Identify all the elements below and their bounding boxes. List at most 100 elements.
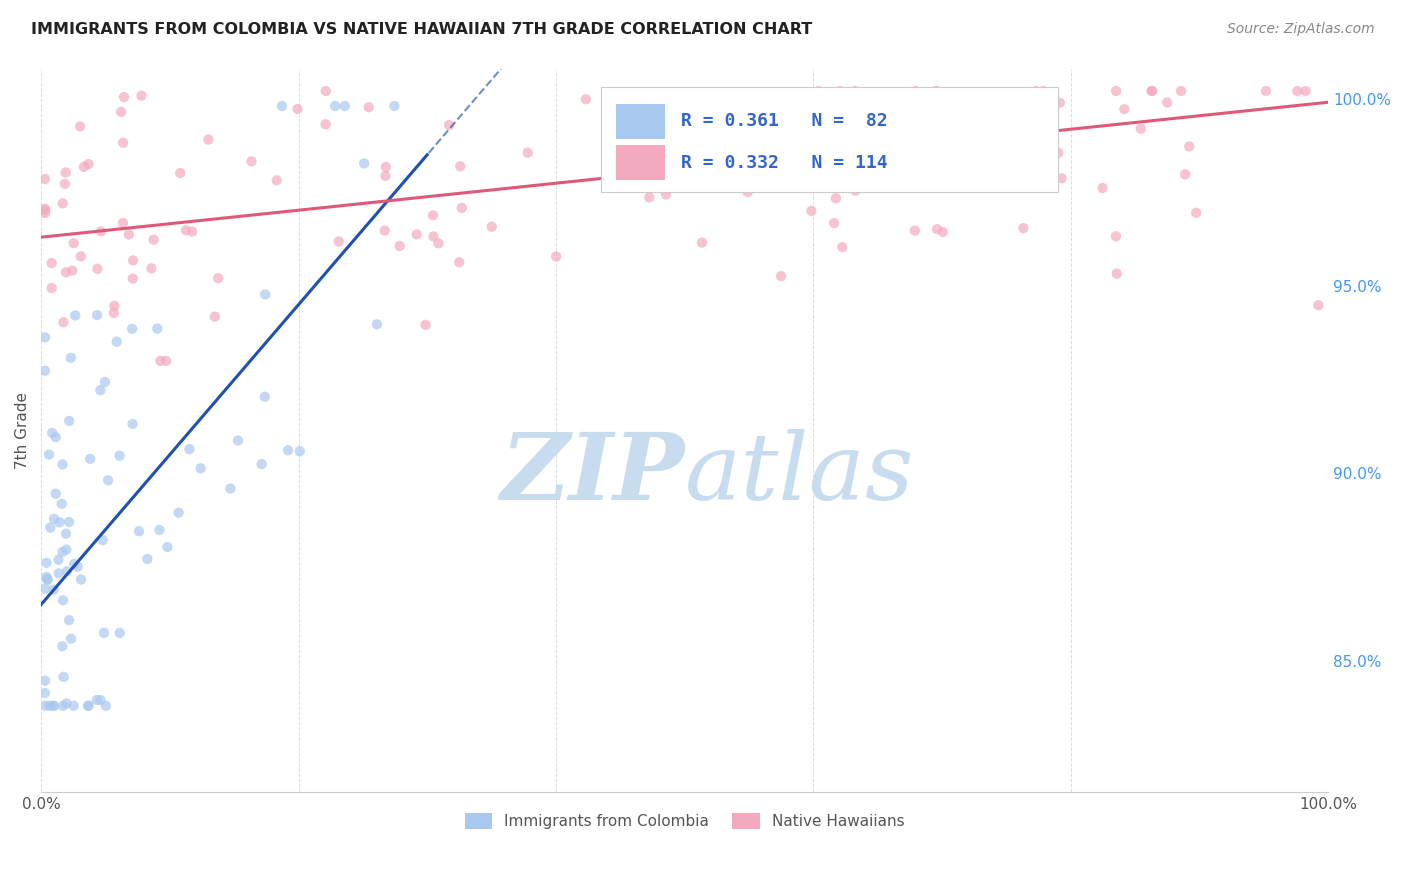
Point [108,626,131,640]
Point [55,697,77,711]
Point [60,263,83,277]
Point [1049,95,1071,110]
Point [136,552,159,566]
Point [66,559,89,574]
Point [1114,102,1136,116]
Point [449,159,471,173]
Point [845,184,868,198]
Point [1308,298,1330,312]
Point [34,206,56,220]
Point [197,133,219,147]
Point [932,225,955,239]
Point [34,203,56,218]
Point [266,173,288,187]
Point [121,322,143,336]
Text: Source: ZipAtlas.com: Source: ZipAtlas.com [1227,22,1375,37]
Point [112,136,135,150]
Point [333,99,356,113]
Text: R = 0.361   N =  82: R = 0.361 N = 82 [681,112,887,130]
Point [1174,167,1197,181]
Point [94,375,117,389]
Point [45,487,67,501]
Point [121,271,143,285]
Point [103,306,125,320]
Point [925,84,948,98]
Point [35,556,58,570]
Point [56,564,79,578]
Point [422,229,444,244]
Point [240,154,263,169]
Point [39,520,62,534]
Point [925,84,948,98]
Point [156,540,179,554]
Point [155,354,177,368]
Point [131,88,153,103]
Point [86,693,108,707]
Point [655,187,678,202]
Point [1170,84,1192,98]
Point [1047,145,1070,160]
Point [374,160,396,174]
Point [148,523,170,537]
Point [53,177,76,191]
Point [52,593,75,607]
Point [149,354,172,368]
Point [422,208,444,222]
Point [449,255,471,269]
Point [1140,84,1163,98]
Point [624,180,647,194]
FancyBboxPatch shape [600,87,1057,192]
Point [58,414,80,428]
Point [69,249,91,263]
Point [112,90,135,104]
Point [437,118,460,132]
Point [737,185,759,199]
Point [1156,95,1178,110]
Point [62,236,84,251]
Point [55,265,77,279]
Point [69,120,91,134]
Point [42,512,65,526]
Point [315,117,337,131]
Point [108,449,131,463]
Point [70,573,93,587]
Point [794,126,817,140]
Point [1032,84,1054,98]
Point [52,315,75,329]
Point [34,364,56,378]
Point [146,321,169,335]
Point [51,545,73,559]
Point [34,698,56,713]
Point [103,299,125,313]
Point [357,100,380,114]
Text: R = 0.332   N = 114: R = 0.332 N = 114 [681,153,887,171]
Point [1105,229,1128,244]
Point [51,458,73,472]
Point [41,281,63,295]
Point [190,461,212,475]
Point [323,99,346,113]
Point [118,227,141,242]
Point [253,390,276,404]
Point [141,261,163,276]
Point [353,156,375,170]
Point [94,698,117,713]
FancyBboxPatch shape [616,145,665,180]
Point [927,222,949,236]
Point [110,104,132,119]
Point [844,84,866,98]
Point [55,165,77,179]
Point [690,235,713,250]
Point [1254,84,1277,98]
Point [63,557,86,571]
Point [59,351,82,365]
Point [121,417,143,431]
Point [288,444,311,458]
Point [904,224,927,238]
Point [1105,267,1128,281]
Point [450,201,472,215]
Point [405,227,427,242]
Point [825,191,848,205]
Point [77,698,100,713]
Point [747,141,769,155]
